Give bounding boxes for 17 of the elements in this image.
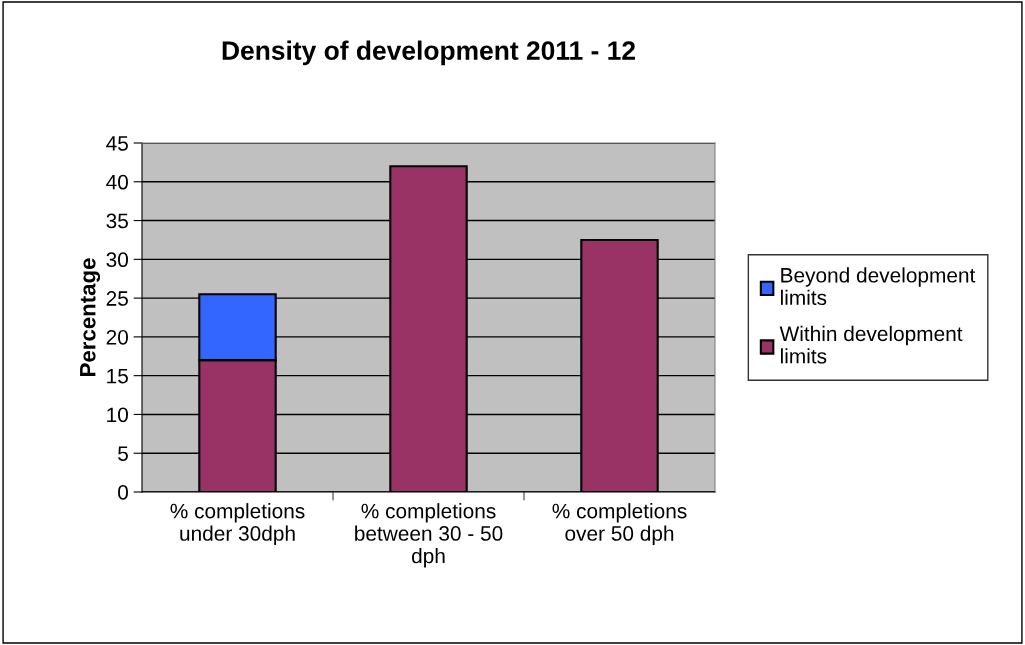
y-tick-label: 25 <box>106 291 128 306</box>
y-tick-label: 10 <box>107 407 128 423</box>
legend-label: Beyond development limits <box>780 267 976 306</box>
y-tick-label: 5 <box>118 446 128 461</box>
y-tick-label: 15 <box>107 368 128 384</box>
y-tick-label: 20 <box>106 329 128 345</box>
y-tick-label: 30 <box>106 252 128 268</box>
x-tick-label: % completions over 50 dph <box>552 503 687 545</box>
x-tick-label: % completions under 30dph <box>170 503 305 545</box>
y-tick-label: 35 <box>106 213 128 229</box>
chart-title: Density of development 2011 - 12 <box>222 40 635 66</box>
x-tick-label: % completions between 30 - 50 dph <box>355 503 503 568</box>
y-tick-label: 0 <box>118 485 128 500</box>
legend-label: Within development limits <box>779 325 963 364</box>
y-axis-title: Percentage <box>80 258 101 376</box>
y-tick-label: 45 <box>106 136 128 151</box>
y-tick-label: 40 <box>106 174 128 190</box>
